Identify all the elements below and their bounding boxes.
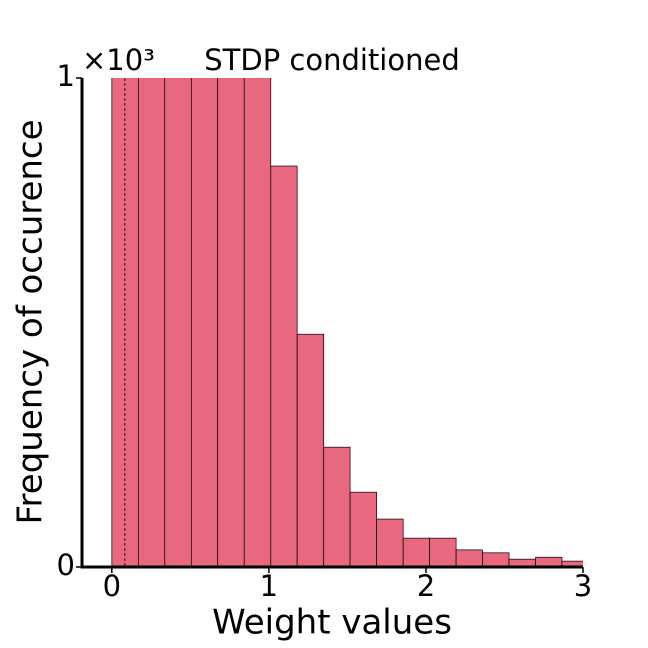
- y-tick-label: 0: [57, 548, 75, 582]
- bar: [243, 78, 272, 567]
- y-offset-text: ×10³: [82, 43, 155, 77]
- x-tick-label: 3: [574, 569, 592, 603]
- chart-title: STDP conditioned: [204, 43, 460, 77]
- x-tick-label: 1: [260, 569, 278, 603]
- bar: [270, 165, 298, 567]
- y-tick-label: 1: [57, 59, 75, 93]
- bar: [323, 446, 351, 567]
- y-axis-label: Frequency of occurence: [11, 119, 51, 524]
- bar: [561, 560, 583, 567]
- bar: [376, 518, 404, 567]
- bar: [482, 552, 510, 567]
- bar: [402, 537, 430, 567]
- bar: [455, 549, 483, 567]
- bar: [296, 333, 325, 567]
- x-axis-label: Weight values: [212, 603, 452, 643]
- bar: [429, 537, 457, 567]
- x-tick-label: 2: [417, 569, 435, 603]
- bar: [349, 491, 377, 567]
- bar: [138, 78, 166, 567]
- bar: [217, 78, 245, 567]
- bar: [190, 78, 219, 567]
- x-tick-label: 0: [103, 569, 121, 603]
- bar: [164, 78, 192, 567]
- plot-area: [111, 78, 583, 567]
